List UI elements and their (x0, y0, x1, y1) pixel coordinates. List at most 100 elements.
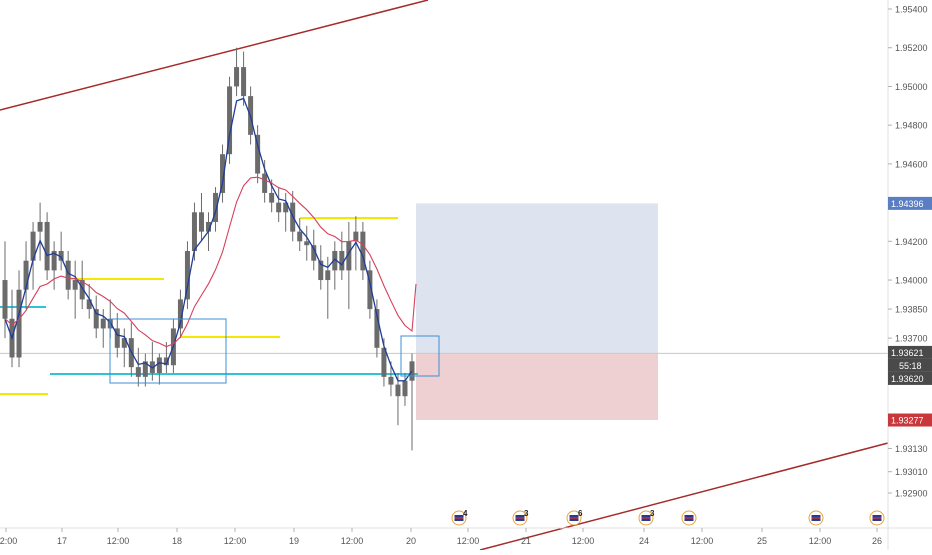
time-axis[interactable]: 12:00 17 12:00 18 12:00 19 12:00 20 12:00 21 12:00… (0, 527, 932, 546)
event-count: 6 (578, 509, 583, 518)
candle (51, 241, 57, 290)
candle-body (2, 280, 8, 319)
candle-body (388, 376, 394, 385)
stop-price-badge (888, 413, 932, 427)
candle-body (346, 241, 352, 271)
candle-body (191, 212, 197, 251)
event-marker[interactable] (869, 510, 885, 526)
candle-body (318, 260, 324, 281)
candle (276, 187, 282, 222)
candle-body (206, 221, 211, 232)
candle (142, 353, 148, 387)
candle (234, 47, 240, 97)
slow-moving-average (4, 176, 417, 348)
time-tick-label: 17 (57, 536, 67, 546)
lower-trendline[interactable] (479, 442, 889, 551)
price-tick-label: 1.95400 (895, 5, 928, 15)
candle (241, 51, 247, 106)
candle-body (156, 357, 162, 373)
target-price-badge (888, 196, 932, 210)
candle-body (23, 260, 29, 290)
candle-body (255, 134, 261, 174)
moving-averages (4, 97, 417, 382)
candle (395, 372, 401, 426)
candle (283, 192, 289, 232)
entry-price-label: 1.93620 (891, 374, 924, 384)
candle (318, 245, 324, 290)
time-tick-label: 12:00 (572, 536, 595, 546)
candle-body (44, 221, 50, 271)
event-count: 4 (463, 509, 468, 518)
candle-body (93, 309, 99, 329)
candle-body (269, 192, 275, 203)
event-marker[interactable]: 6 (566, 509, 583, 526)
candle-body (325, 270, 331, 281)
time-tick-label: 25 (757, 536, 767, 546)
time-tick-label: 12:00 (341, 536, 364, 546)
current-price-label: 1.93621 (891, 348, 924, 358)
candle-body (58, 251, 64, 261)
candle (220, 144, 226, 203)
candle-body (100, 318, 106, 329)
candle (156, 353, 162, 385)
candle-body (142, 361, 148, 377)
price-tick-label: 1.93850 (895, 305, 928, 315)
event-marker[interactable] (681, 510, 697, 526)
price-tick-label: 1.95000 (895, 82, 928, 92)
candle-body (276, 202, 282, 213)
event-marker[interactable]: 4 (451, 509, 468, 526)
candle (255, 125, 261, 184)
candle (79, 260, 85, 310)
event-count: 3 (524, 509, 529, 518)
candle-body (297, 231, 303, 242)
event-marker[interactable]: 3 (638, 509, 655, 526)
candle (121, 328, 127, 368)
candle (184, 241, 190, 310)
price-tick-label: 1.94200 (895, 237, 928, 247)
candle (388, 361, 394, 397)
candle (58, 231, 64, 271)
candle-body (395, 384, 401, 397)
candle-body (135, 367, 141, 377)
drawing-lines (0, 0, 889, 551)
candle (135, 347, 141, 387)
price-tick-label: 1.93010 (895, 467, 928, 477)
consolidation-box[interactable] (109, 318, 227, 384)
event-markers[interactable]: 4 3 6 3 (451, 509, 885, 526)
candle-body (360, 231, 366, 271)
entry-box[interactable] (400, 335, 440, 377)
candle (360, 221, 366, 281)
candle-body (311, 245, 317, 261)
loss-zone[interactable] (416, 353, 658, 421)
candle-body (220, 154, 226, 193)
candle-body (262, 173, 268, 193)
time-tick-label: 12:00 (0, 536, 17, 546)
event-marker[interactable] (808, 510, 824, 526)
candle-body (184, 251, 190, 300)
stop-price-label: 1.93277 (891, 416, 924, 426)
candle (198, 192, 204, 242)
candle-body (402, 380, 408, 397)
candle-body (283, 202, 289, 213)
candle (65, 251, 71, 300)
candle (374, 299, 380, 358)
candle (227, 76, 233, 164)
candle (93, 295, 99, 339)
candle-body (177, 299, 183, 329)
candle (297, 218, 303, 251)
time-tick-label: 19 (289, 536, 299, 546)
price-tick-label: 1.94800 (895, 121, 928, 131)
event-marker[interactable]: 3 (512, 509, 529, 526)
fast-moving-average (4, 97, 413, 382)
upper-trendline[interactable] (0, 0, 429, 111)
profit-zone[interactable] (416, 203, 658, 354)
time-tick-label: 20 (406, 536, 416, 546)
time-tick-label: 12:00 (809, 536, 832, 546)
price-tick-label: 1.94600 (895, 159, 928, 169)
candle (177, 289, 183, 339)
price-axis[interactable]: 1.95400 1.95200 1.95000 1.94800 1.94600 1.942… (887, 0, 932, 550)
price-tick-label: 1.95200 (895, 43, 928, 53)
candle-body (114, 328, 120, 348)
